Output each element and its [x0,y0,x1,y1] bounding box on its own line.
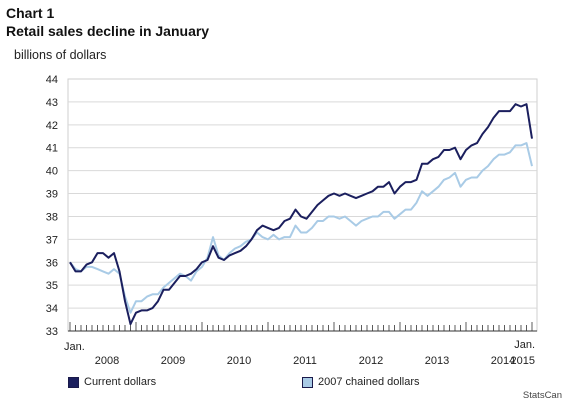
y-tick-label: 37 [46,234,58,246]
chart-title: Chart 1 [6,5,55,21]
series-line-chained-dollars [69,142,533,314]
y-tick-label: 40 [46,166,58,178]
x-start-label: Jan. [64,341,85,353]
chart-subtitle: Retail sales decline in January [6,23,210,39]
legend-item-current-dollars: Current dollars [68,376,156,388]
x-year-label: 2008 [95,355,119,367]
y-tick-label: 43 [46,97,58,109]
gridlines [68,101,537,309]
legend-label-chained: 2007 chained dollars [318,376,420,388]
legend-label-current: Current dollars [84,376,157,388]
y-tick-label: 35 [46,280,58,292]
series-lines [69,103,533,326]
y-tick-label: 33 [46,326,58,338]
x-year-label: 2014 [491,355,515,367]
x-year-label: 2013 [425,355,449,367]
y-tick-label: 38 [46,211,58,223]
x-year-label: 2015 [511,355,535,367]
x-end-label: Jan. [514,339,535,351]
y-tick-label: 34 [46,303,58,315]
line-chart: 33 34 35 36 37 38 39 40 41 42 43 44 Jan. Jan. 2008 200… [46,74,538,367]
x-year-label: 2012 [359,355,383,367]
y-tick-label: 42 [46,120,58,132]
plot-area [67,78,538,332]
y-tick-label: 44 [46,74,58,86]
legend-swatch-current [68,376,79,388]
y-tick-label: 39 [46,189,58,201]
y-axis: 33 34 35 36 37 38 39 40 41 42 43 44 [46,74,58,338]
legend-item-chained-dollars: 2007 chained dollars [302,376,420,388]
y-tick-label: 36 [46,257,58,269]
legend-swatch-chained [302,376,313,388]
series-line-current-dollars [69,103,533,326]
source-credit: StatsCan [522,390,562,401]
y-axis-unit-label: billions of dollars [14,48,107,62]
x-year-label: 2010 [227,355,251,367]
x-year-label: 2009 [161,355,185,367]
y-tick-label: 41 [46,143,58,155]
x-year-label: 2011 [293,355,317,367]
